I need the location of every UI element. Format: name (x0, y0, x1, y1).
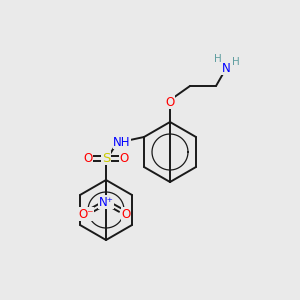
Text: NH: NH (113, 136, 131, 148)
Text: N: N (222, 61, 230, 74)
Text: S: S (102, 152, 110, 164)
Text: N⁺: N⁺ (99, 196, 113, 208)
Text: O: O (119, 152, 129, 164)
Text: O: O (165, 95, 175, 109)
Text: H: H (232, 57, 240, 67)
Text: O: O (122, 208, 130, 220)
Text: H: H (214, 54, 222, 64)
Text: O: O (83, 152, 93, 164)
Text: O⁻: O⁻ (78, 208, 94, 220)
